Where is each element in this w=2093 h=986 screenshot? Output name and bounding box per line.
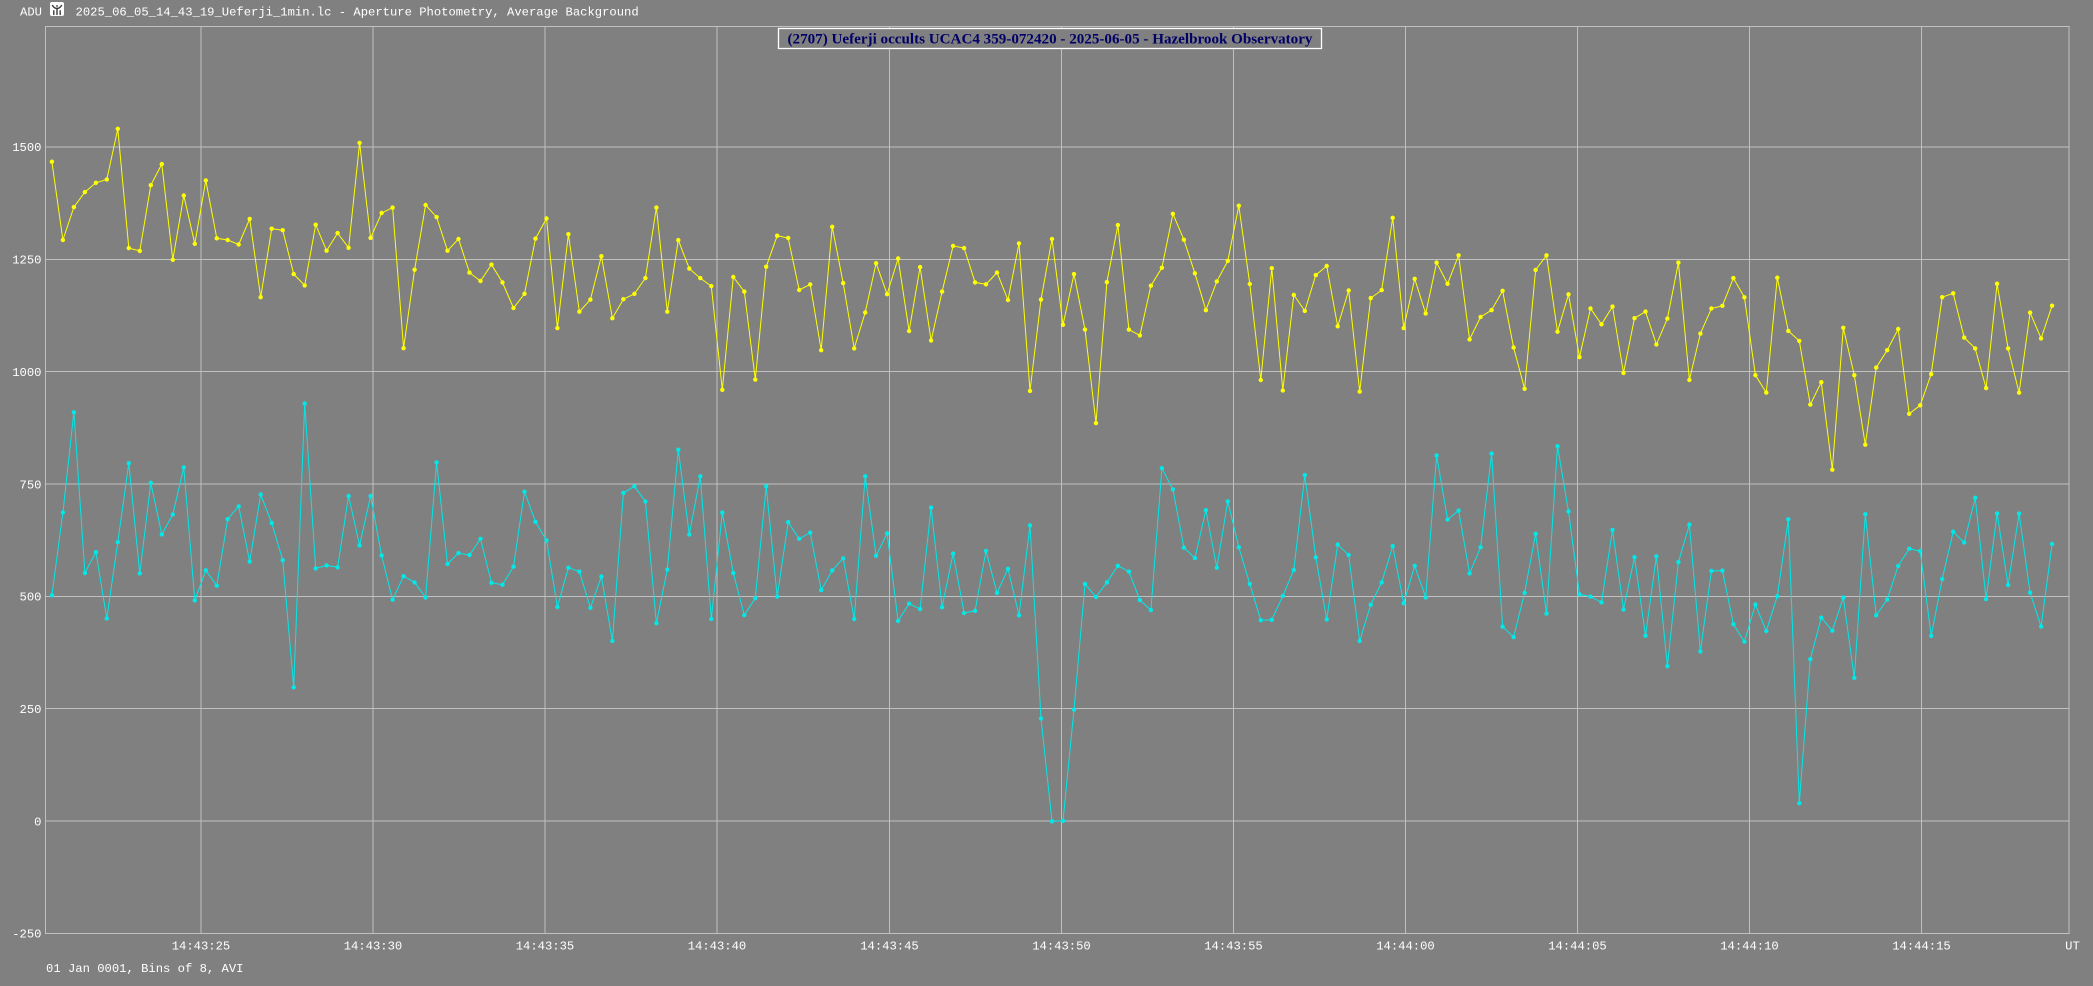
svg-text:750: 750: [20, 479, 42, 493]
svg-text:14:44:05: 14:44:05: [1548, 940, 1607, 954]
svg-text:14:43:40: 14:43:40: [688, 940, 747, 954]
svg-text:ADU: ADU: [20, 6, 42, 20]
svg-text:1000: 1000: [12, 366, 41, 380]
svg-text:-250: -250: [12, 928, 41, 942]
svg-text:14:43:55: 14:43:55: [1204, 940, 1263, 954]
svg-text:(2707) Ueferji occults UCAC4 3: (2707) Ueferji occults UCAC4 359-072420 …: [788, 32, 1313, 48]
svg-text:14:43:45: 14:43:45: [860, 940, 919, 954]
svg-text:14:43:35: 14:43:35: [516, 940, 575, 954]
svg-text:14:43:25: 14:43:25: [172, 940, 231, 954]
svg-text:14:44:00: 14:44:00: [1376, 940, 1435, 954]
svg-text:14:43:30: 14:43:30: [344, 940, 403, 954]
svg-text:14:44:10: 14:44:10: [1720, 940, 1779, 954]
svg-text:01 Jan 0001, Bins of 8, AVI: 01 Jan 0001, Bins of 8, AVI: [46, 962, 243, 976]
svg-text:250: 250: [20, 703, 42, 717]
svg-text:UT: UT: [2065, 940, 2080, 954]
svg-text:2025_06_05_14_43_19_Ueferji_1m: 2025_06_05_14_43_19_Ueferji_1min.lc - Ap…: [76, 6, 639, 20]
svg-text:1500: 1500: [12, 141, 41, 155]
svg-text:1250: 1250: [12, 254, 41, 268]
svg-text:500: 500: [20, 591, 42, 605]
svg-text:14:44:15: 14:44:15: [1892, 940, 1951, 954]
svg-text:14:43:50: 14:43:50: [1032, 940, 1091, 954]
svg-text:0: 0: [34, 816, 41, 830]
